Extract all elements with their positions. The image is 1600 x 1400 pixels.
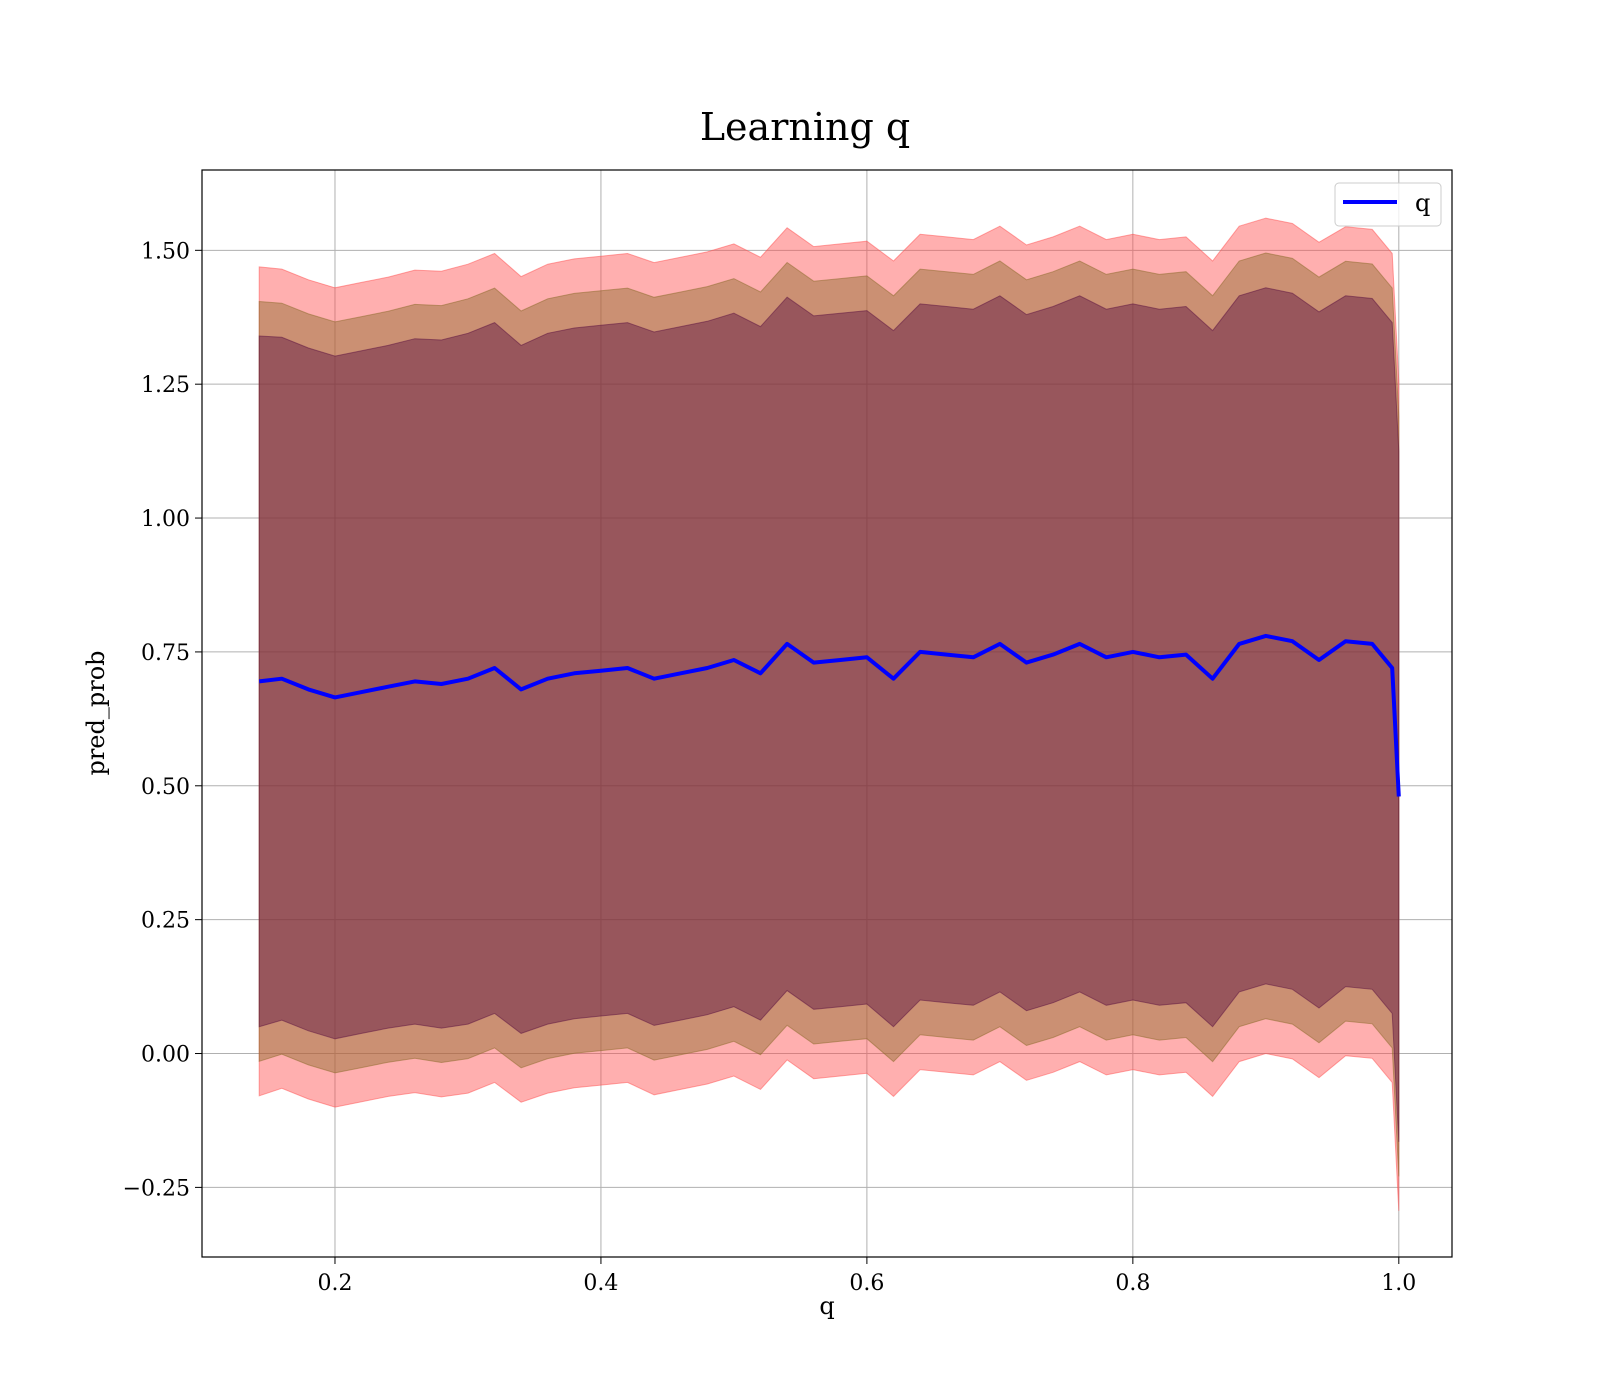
y-axis-label: pred_prob [82,650,110,775]
confidence-band-2 [258,287,1400,1142]
y-tick-label-6: 1.25 [141,373,190,398]
y-tick-label-0: −0.25 [123,1176,190,1201]
y-tick-label-3: 0.50 [141,775,190,800]
confidence-bands [258,217,1400,1211]
confidence-band-1 [258,252,1400,1177]
y-axis-ticks: −0.25 0.00 0.25 0.50 0.75 1.00 1.25 1.50 [123,239,202,1201]
grid [202,170,1452,1257]
x-tick-label-4: 1.0 [1381,1271,1416,1296]
x-tick-label-2: 0.6 [849,1271,884,1296]
y-tick-label-4: 0.75 [141,641,190,666]
legend-box [1334,182,1442,227]
x-tick-label-3: 0.8 [1115,1271,1150,1296]
series-lines [258,633,1401,797]
legend-label-q: q [1415,189,1430,217]
chart-title: Learning q [700,105,910,149]
x-tick-label-1: 0.4 [583,1271,618,1296]
plot-frame [201,169,1453,1258]
legend: q [1334,182,1442,227]
y-tick-label-2: 0.25 [141,909,190,934]
x-axis-ticks: 0.2 0.4 0.6 0.8 1.0 [317,1257,1416,1296]
y-tick-label-7: 1.50 [141,239,190,264]
confidence-band-0 [258,217,1400,1211]
x-tick-label-0: 0.2 [317,1271,352,1296]
y-tick-label-5: 1.00 [141,507,190,532]
y-tick-label-1: 0.00 [141,1043,190,1068]
x-axis-label: q [819,1292,834,1320]
series-line-q [258,633,1401,797]
